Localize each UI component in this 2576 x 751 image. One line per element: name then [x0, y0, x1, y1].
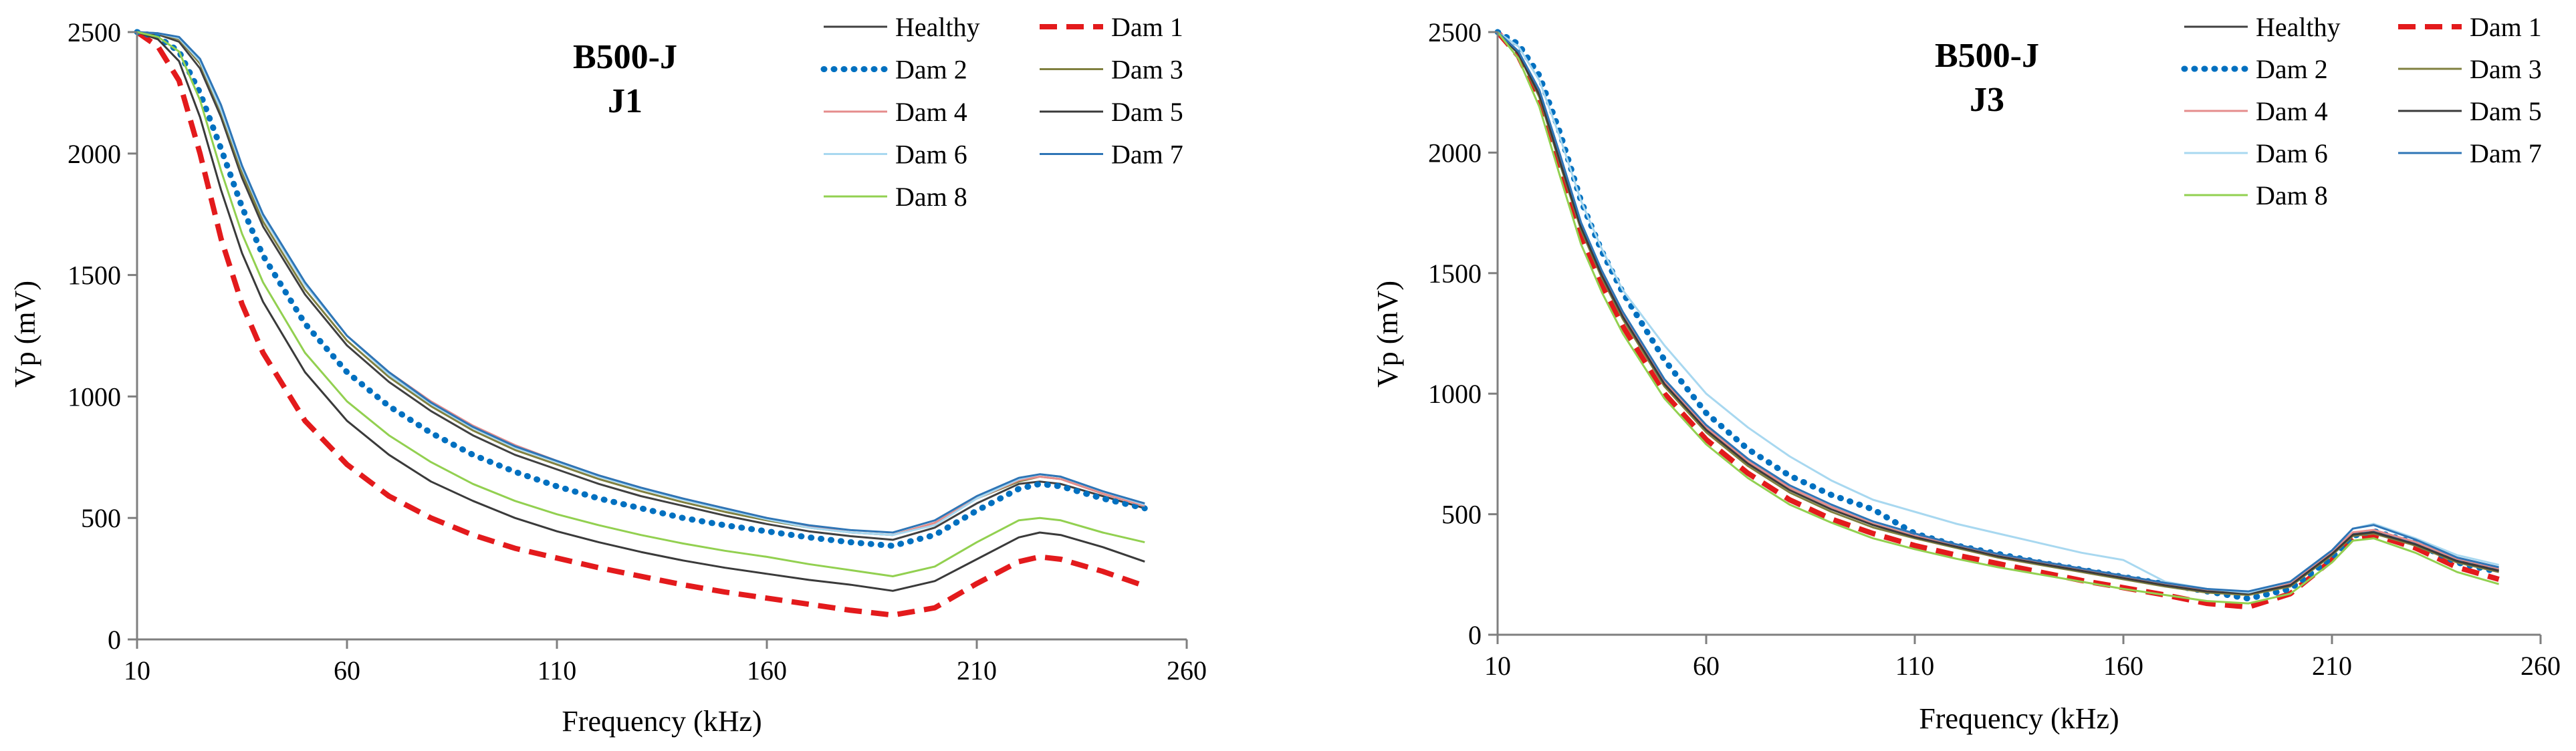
chart-j1-series-dam-2 [134, 29, 1148, 549]
chart-j3: 10 60 110 160 210 260 0 500 1000 1500 2000 2500 B5… [1371, 12, 2561, 735]
chart-j1-legend-item-dam-8: Dam 8 [824, 182, 967, 212]
chart-j1-legend-item-dam-5: Dam 5 [1040, 97, 1183, 127]
chart-j1-y-tick-label: 0 [108, 625, 121, 655]
chart-j1-legend-label-dam-7: Dam 7 [1111, 140, 1183, 170]
chart-j3-series-dam-8 [1496, 31, 2500, 605]
chart-j3-series-dam-7 [1496, 31, 2499, 593]
chart-j1-x-tick-label: 160 [747, 655, 787, 686]
chart-j3-x-axis-label: Frequency (kHz) [1919, 702, 2119, 735]
chart-j3-legend-item-dam-1: Dam 1 [2398, 12, 2542, 42]
chart-j1-series-dam-1 [135, 29, 1146, 618]
chart-j1-subtitle: J1 [608, 82, 642, 120]
chart-j3-y-tick-label: 1000 [1428, 379, 1482, 409]
chart-j1-x-ticks: 10 60 110 160 210 260 [124, 639, 1207, 686]
chart-j1: 10 60 110 160 210 260 0 500 1000 1500 2000 2500 B5… [9, 12, 1207, 738]
chart-j3-x-tick-label: 60 [1693, 651, 1720, 681]
chart-j3-legend-item-dam-7: Dam 7 [2398, 138, 2542, 168]
chart-j1-legend-item-dam-3: Dam 3 [1040, 55, 1183, 85]
chart-j3-legend-label-dam-2: Dam 2 [2256, 54, 2328, 84]
chart-j3-y-ticks: 0 500 1000 1500 2000 2500 [1428, 17, 1498, 650]
chart-j1-legend-item-dam-7: Dam 7 [1040, 140, 1183, 170]
chart-j3-legend-item-dam-3: Dam 3 [2398, 54, 2542, 84]
chart-j1-legend-label-dam-5: Dam 5 [1111, 97, 1183, 127]
chart-j1-y-tick-label: 1500 [68, 261, 121, 291]
chart-j3-x-ticks: 10 60 110 160 210 260 [1484, 635, 2561, 681]
chart-j3-y-tick-label: 0 [1468, 620, 1482, 650]
chart-j3-legend-item-dam-8: Dam 8 [2184, 180, 2328, 210]
chart-j3-legend-label-dam-4: Dam 4 [2256, 96, 2328, 126]
chart-j3-y-tick-label: 2000 [1428, 138, 1482, 168]
chart-j3-x-tick-label: 260 [2521, 651, 2561, 681]
chart-j1-x-tick-label: 210 [957, 655, 997, 686]
chart-j3-legend-item-dam-2: Dam 2 [2181, 54, 2328, 84]
chart-j1-legend-label-dam-8: Dam 8 [895, 182, 967, 212]
chart-j3-legend: Healthy Dam 1 Dam 2 Dam 3 Dam 4 Dam 5 Dam 6 Dam… [2181, 12, 2542, 210]
chart-j1-legend-item-dam-2: Dam 2 [820, 55, 967, 85]
chart-j3-legend-label-dam-5: Dam 5 [2470, 96, 2542, 126]
chart-j3-y-tick-label: 1500 [1428, 259, 1482, 289]
chart-j1-legend-item-dam-4: Dam 4 [824, 97, 967, 127]
chart-j1-series-dam-5 [136, 31, 1145, 592]
chart-j1-y-tick-label: 1000 [68, 382, 121, 412]
chart-j3-legend-label-dam-8: Dam 8 [2256, 180, 2328, 210]
chart-j1-legend-label-dam-1: Dam 1 [1111, 12, 1183, 42]
chart-j3-legend-label-healthy: Healthy [2256, 12, 2341, 42]
chart-j3-legend-label-dam-7: Dam 7 [2470, 138, 2542, 168]
chart-j1-title: B500-J [573, 38, 677, 76]
chart-j3-legend-item-dam-4: Dam 4 [2184, 96, 2328, 126]
chart-j1-x-axis-label: Frequency (kHz) [562, 705, 762, 738]
chart-j3-x-tick-label: 160 [2103, 651, 2143, 681]
chart-j1-legend-label-dam-2: Dam 2 [895, 55, 967, 85]
chart-j3-subtitle: J3 [1970, 81, 2004, 119]
chart-j1-legend-item-dam-1: Dam 1 [1040, 12, 1183, 42]
chart-j3-series-dam-5 [1496, 31, 2499, 595]
chart-j3-legend-label-dam-6: Dam 6 [2256, 138, 2328, 168]
chart-j3-legend-label-dam-3: Dam 3 [2470, 54, 2542, 84]
chart-j1-y-tick-label: 2000 [68, 139, 121, 169]
chart-j1-y-tick-label: 500 [81, 503, 121, 533]
chart-j3-y-tick-label: 500 [1441, 500, 1482, 530]
chart-j3-legend-item-dam-5: Dam 5 [2398, 96, 2542, 126]
chart-j3-legend-item-healthy: Healthy [2184, 12, 2341, 42]
chart-j1-series-layer [134, 29, 1148, 618]
chart-j3-y-axis-label: Vp (mV) [1371, 281, 1404, 388]
chart-j1-x-tick-label: 110 [538, 655, 577, 686]
chart-j1-series-dam-6 [136, 31, 1145, 537]
chart-j1-legend-label-healthy: Healthy [895, 12, 980, 42]
chart-j3-legend-label-dam-1: Dam 1 [2470, 12, 2542, 42]
chart-j1-legend-item-healthy: Healthy [824, 12, 980, 42]
chart-j1-series-dam-7 [136, 31, 1145, 534]
chart-j3-title: B500-J [1935, 37, 2039, 75]
chart-j1-legend-label-dam-6: Dam 6 [895, 140, 967, 170]
chart-j1-legend: Healthy Dam 1 Dam 2 Dam 3 Dam 4 Dam 5 Dam 6 Dam… [820, 12, 1183, 212]
chart-j1-y-axis-label: Vp (mV) [9, 281, 41, 388]
chart-j1-legend-label-dam-3: Dam 3 [1111, 55, 1183, 85]
chart-j3-series-layer [1494, 29, 2502, 610]
chart-j1-y-tick-label: 2500 [68, 17, 121, 47]
chart-j3-y-tick-label: 2500 [1428, 17, 1482, 47]
chart-j3-x-tick-label: 210 [2312, 651, 2352, 681]
chart-j1-x-tick-label: 10 [124, 655, 150, 686]
chart-j1-x-tick-label: 260 [1167, 655, 1207, 686]
chart-j1-legend-label-dam-4: Dam 4 [895, 97, 967, 127]
chart-j1-series-dam-8 [136, 31, 1145, 577]
chart-j1-x-tick-label: 60 [334, 655, 360, 686]
chart-j1-series-healthy [136, 31, 1145, 541]
chart-j3-series-dam-1 [1495, 30, 2500, 610]
chart-j1-legend-item-dam-6: Dam 6 [824, 140, 967, 170]
chart-j3-x-tick-label: 110 [1895, 651, 1935, 681]
chart-j3-x-tick-label: 10 [1484, 651, 1511, 681]
chart-j1-y-ticks: 0 500 1000 1500 2000 2500 [68, 17, 137, 655]
chart-j3-legend-item-dam-6: Dam 6 [2184, 138, 2328, 168]
